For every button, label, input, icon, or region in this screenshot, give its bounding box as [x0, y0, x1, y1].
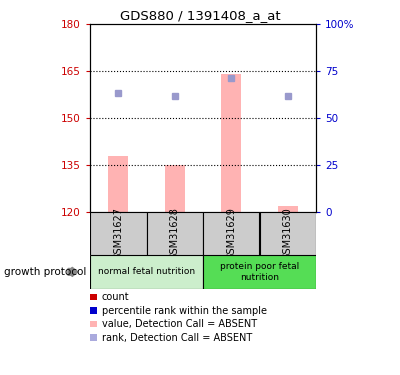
Bar [260, 212, 316, 255]
Bar [90, 212, 146, 255]
Bar [90, 255, 203, 289]
Bar [108, 156, 128, 212]
Bar [278, 206, 298, 212]
Text: normal fetal nutrition: normal fetal nutrition [98, 267, 195, 276]
Text: rank, Detection Call = ABSENT: rank, Detection Call = ABSENT [102, 333, 252, 342]
Bar [203, 255, 316, 289]
Text: percentile rank within the sample: percentile rank within the sample [102, 306, 267, 315]
Text: count: count [102, 292, 130, 302]
Text: protein poor fetal
nutrition: protein poor fetal nutrition [220, 262, 299, 282]
Bar [146, 212, 203, 255]
Text: value, Detection Call = ABSENT: value, Detection Call = ABSENT [102, 319, 257, 329]
Text: growth protocol: growth protocol [4, 267, 86, 277]
Text: GDS880 / 1391408_a_at: GDS880 / 1391408_a_at [120, 9, 280, 22]
Bar [221, 74, 241, 212]
Text: GSM31630: GSM31630 [283, 207, 293, 260]
Text: GSM31628: GSM31628 [170, 207, 180, 260]
Text: GSM31629: GSM31629 [226, 207, 236, 260]
Bar [165, 165, 185, 212]
Text: GSM31627: GSM31627 [113, 207, 123, 260]
Bar [203, 212, 260, 255]
